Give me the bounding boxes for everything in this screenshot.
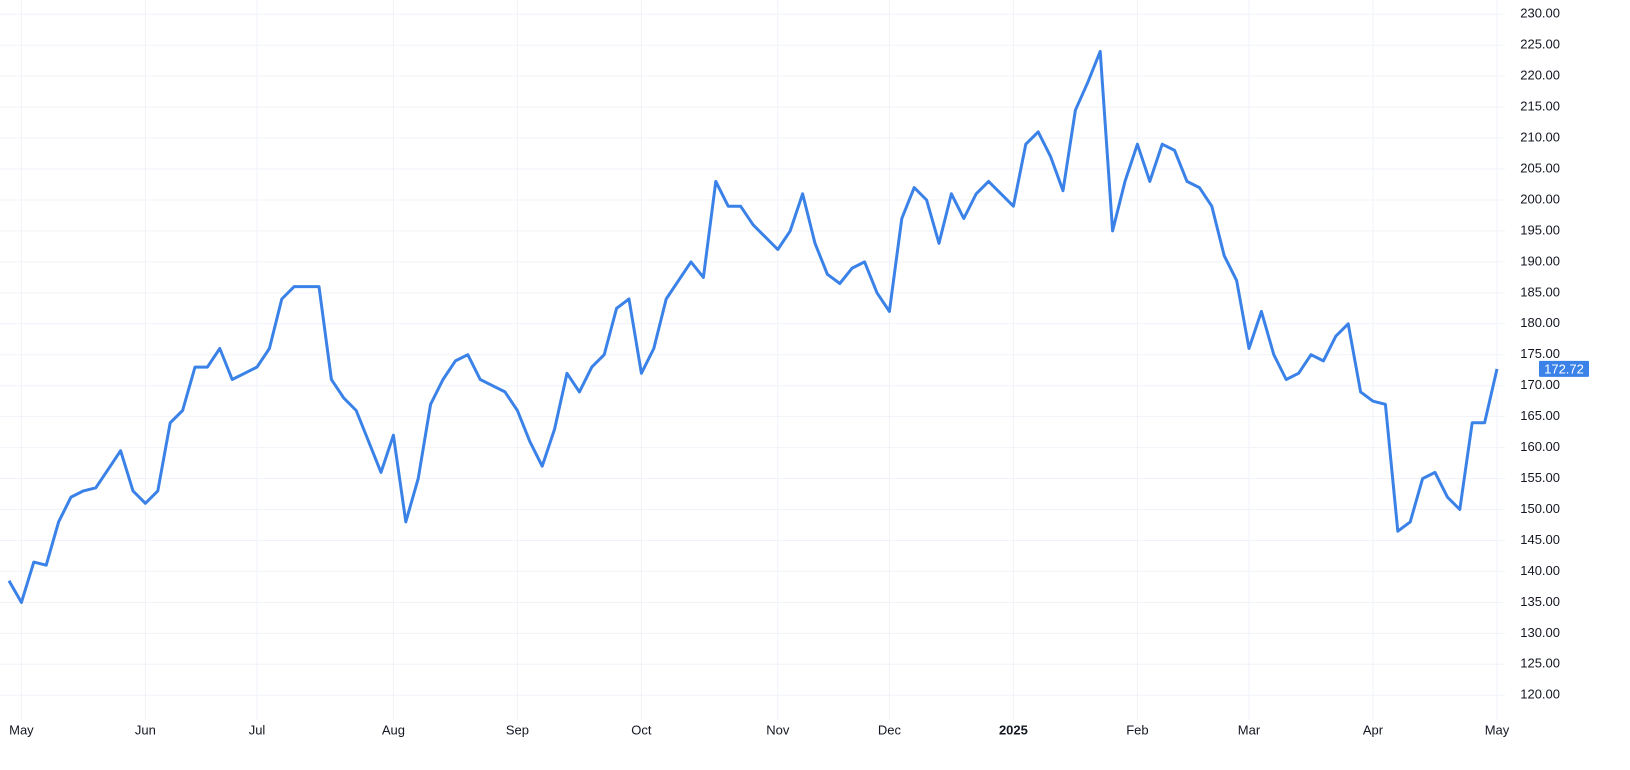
- price-line: [7, 49, 1499, 604]
- y-tick-label: 165.00: [1520, 408, 1560, 423]
- y-tick-label: 200.00: [1520, 191, 1560, 206]
- y-tick-label: 205.00: [1520, 160, 1560, 175]
- x-tick-label: Jul: [249, 722, 266, 737]
- x-tick-label: May: [9, 722, 34, 737]
- x-tick-label: Apr: [1363, 722, 1384, 737]
- x-tick-label: Jun: [135, 722, 156, 737]
- x-tick-label: Oct: [631, 722, 652, 737]
- x-tick-label: Feb: [1126, 722, 1148, 737]
- y-tick-label: 225.00: [1520, 37, 1560, 52]
- y-tick-label: 125.00: [1520, 656, 1560, 671]
- y-tick-label: 210.00: [1520, 129, 1560, 144]
- y-tick-label: 160.00: [1520, 439, 1560, 454]
- x-tick-label: Nov: [766, 722, 790, 737]
- y-tick-label: 230.00: [1520, 6, 1560, 21]
- x-tick-label: Dec: [878, 722, 902, 737]
- y-tick-label: 215.00: [1520, 99, 1560, 114]
- y-tick-label: 150.00: [1520, 501, 1560, 516]
- y-tick-label: 120.00: [1520, 687, 1560, 702]
- y-tick-label: 175.00: [1520, 346, 1560, 361]
- last-price-label: 172.72: [1544, 361, 1584, 376]
- y-tick-label: 170.00: [1520, 377, 1560, 392]
- y-tick-label: 180.00: [1520, 315, 1560, 330]
- y-tick-label: 185.00: [1520, 284, 1560, 299]
- x-tick-label: 2025: [999, 722, 1028, 737]
- x-tick-label: May: [1485, 722, 1510, 737]
- y-tick-label: 220.00: [1520, 68, 1560, 83]
- y-tick-label: 130.00: [1520, 625, 1560, 640]
- x-tick-label: Sep: [506, 722, 529, 737]
- y-tick-label: 195.00: [1520, 222, 1560, 237]
- x-tick-label: Mar: [1238, 722, 1261, 737]
- y-tick-label: 140.00: [1520, 563, 1560, 578]
- y-tick-label: 155.00: [1520, 470, 1560, 485]
- y-tick-label: 145.00: [1520, 532, 1560, 547]
- y-tick-label: 190.00: [1520, 253, 1560, 268]
- y-tick-label: 135.00: [1520, 594, 1560, 609]
- x-tick-label: Aug: [382, 722, 405, 737]
- last-price-tag: [1539, 360, 1589, 377]
